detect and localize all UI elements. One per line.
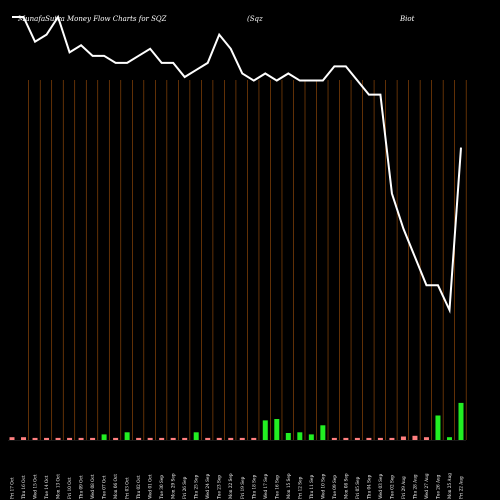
x-tick-label: Mon 25 Aug [447, 473, 452, 499]
money-flow-bar [67, 437, 73, 440]
money-flow-bar [285, 433, 291, 440]
chart-subtitle: (Sqz [247, 15, 263, 23]
x-tick-label: Fri 10 Oct [67, 477, 72, 499]
money-flow-bar [124, 432, 130, 440]
money-flow-bar [389, 437, 395, 440]
grid-lines [8, 80, 467, 441]
money-flow-bar [205, 437, 211, 440]
money-flow-bar [136, 437, 142, 440]
x-tick-label: Mon 06 Oct [113, 474, 118, 499]
money-flow-bar [32, 437, 38, 440]
money-flow-bar [400, 436, 406, 440]
x-tick-label: Tue 07 Oct [102, 475, 107, 499]
x-tick-label: Wed 03 Sep [378, 474, 383, 499]
money-flow-bar [354, 437, 360, 440]
x-tick-label: Tue 09 Sep [332, 475, 337, 499]
money-flow-bar [423, 437, 429, 440]
x-tick-label: Wed 17 Sep [263, 474, 268, 499]
x-tick-label: Fri 22 Aug [459, 476, 464, 499]
money-flow-bar [435, 415, 441, 440]
chart-subtitle-right: Biot [399, 15, 415, 23]
money-flow-bar [78, 437, 84, 440]
x-tick-label: Wed 24 Sep [205, 474, 210, 499]
money-flow-bar [297, 432, 303, 440]
money-flow-bar [377, 437, 383, 440]
money-flow-bar [320, 425, 326, 440]
money-flow-bar [113, 437, 119, 440]
x-tick-label: Mon 15 Sep [286, 473, 291, 499]
money-flow-bar [159, 437, 165, 440]
price-line [12, 14, 462, 314]
x-tick-label: Thu 18 Sep [251, 474, 256, 499]
x-tick-label: Tue 14 Oct [44, 475, 49, 499]
x-tick-label: Fri 12 Sep [297, 476, 302, 499]
money-flow-bar [239, 437, 245, 440]
money-flow-bar [147, 437, 153, 440]
x-tick-label: Fri 17 Oct [10, 477, 15, 499]
x-tick-label: Wed 15 Oct [33, 474, 38, 499]
x-tick-label: Fri 19 Sep [240, 476, 245, 499]
x-tick-label: Mon 22 Sep [228, 473, 233, 499]
money-flow-bar [9, 437, 15, 440]
money-flow-bar [331, 437, 337, 440]
money-flow-bars [9, 402, 464, 440]
x-tick-label: Tue 30 Sep [159, 475, 164, 499]
x-tick-label: Tue 23 Sep [217, 475, 222, 499]
x-tick-label: Tue 26 Aug [435, 474, 440, 499]
money-flow-bar [446, 437, 452, 440]
chart-title: MunafaSutra Money Flow Charts for SQZ [17, 15, 167, 23]
money-flow-bar [274, 419, 280, 440]
money-flow-bar [343, 437, 349, 440]
money-flow-bar [366, 437, 372, 440]
money-flow-bar [182, 437, 188, 440]
money-flow-bar [262, 420, 268, 440]
money-flow-bar [101, 434, 107, 440]
x-tick-label: Thu 09 Oct [79, 475, 84, 499]
x-tick-label: Tue 02 Sep [389, 475, 394, 499]
x-tick-label: Fri 26 Sep [182, 476, 187, 499]
x-axis-tick-labels: Fri 17 Oct Thu 16 Oct Wed 15 Oct Tue 14 Oct… [10, 473, 464, 499]
x-tick-label: Mon 08 Sep [343, 473, 348, 499]
x-tick-label: Wed 01 Oct [148, 474, 153, 499]
money-flow-bar [412, 435, 418, 440]
x-tick-label: Thu 11 Sep [309, 474, 314, 499]
money-flow-bar [193, 432, 199, 440]
money-flow-bar [458, 402, 464, 440]
money-flow-bar [228, 437, 234, 440]
x-tick-label: Thu 25 Sep [194, 474, 199, 499]
x-tick-label: Thu 28 Aug [412, 474, 417, 499]
x-tick-label: Wed 27 Aug [424, 473, 429, 499]
x-tick-label: Wed 10 Sep [320, 474, 325, 499]
money-flow-bar [90, 437, 96, 440]
x-tick-label: Thu 02 Oct [136, 475, 141, 499]
money-flow-bar [308, 434, 314, 440]
x-tick-label: Thu 16 Oct [21, 475, 26, 499]
money-flow-bar [55, 437, 61, 440]
x-tick-label: Mon 13 Oct [56, 474, 61, 499]
x-tick-label: Tue 16 Sep [274, 475, 279, 499]
x-tick-label: Mon 29 Sep [171, 473, 176, 499]
x-tick-label: Thu 04 Sep [366, 474, 371, 499]
money-flow-bar [251, 437, 257, 440]
money-flow-bar [44, 437, 50, 440]
money-flow-bar [216, 437, 222, 440]
x-tick-label: Fri 03 Oct [125, 477, 130, 499]
x-tick-label: Fri 05 Sep [355, 476, 360, 499]
money-flow-bar [21, 437, 27, 440]
x-tick-label: Wed 08 Oct [90, 474, 95, 499]
price-line-path [12, 14, 462, 314]
money-flow-bar [170, 437, 176, 440]
x-tick-label: Fri 29 Aug [401, 476, 406, 499]
